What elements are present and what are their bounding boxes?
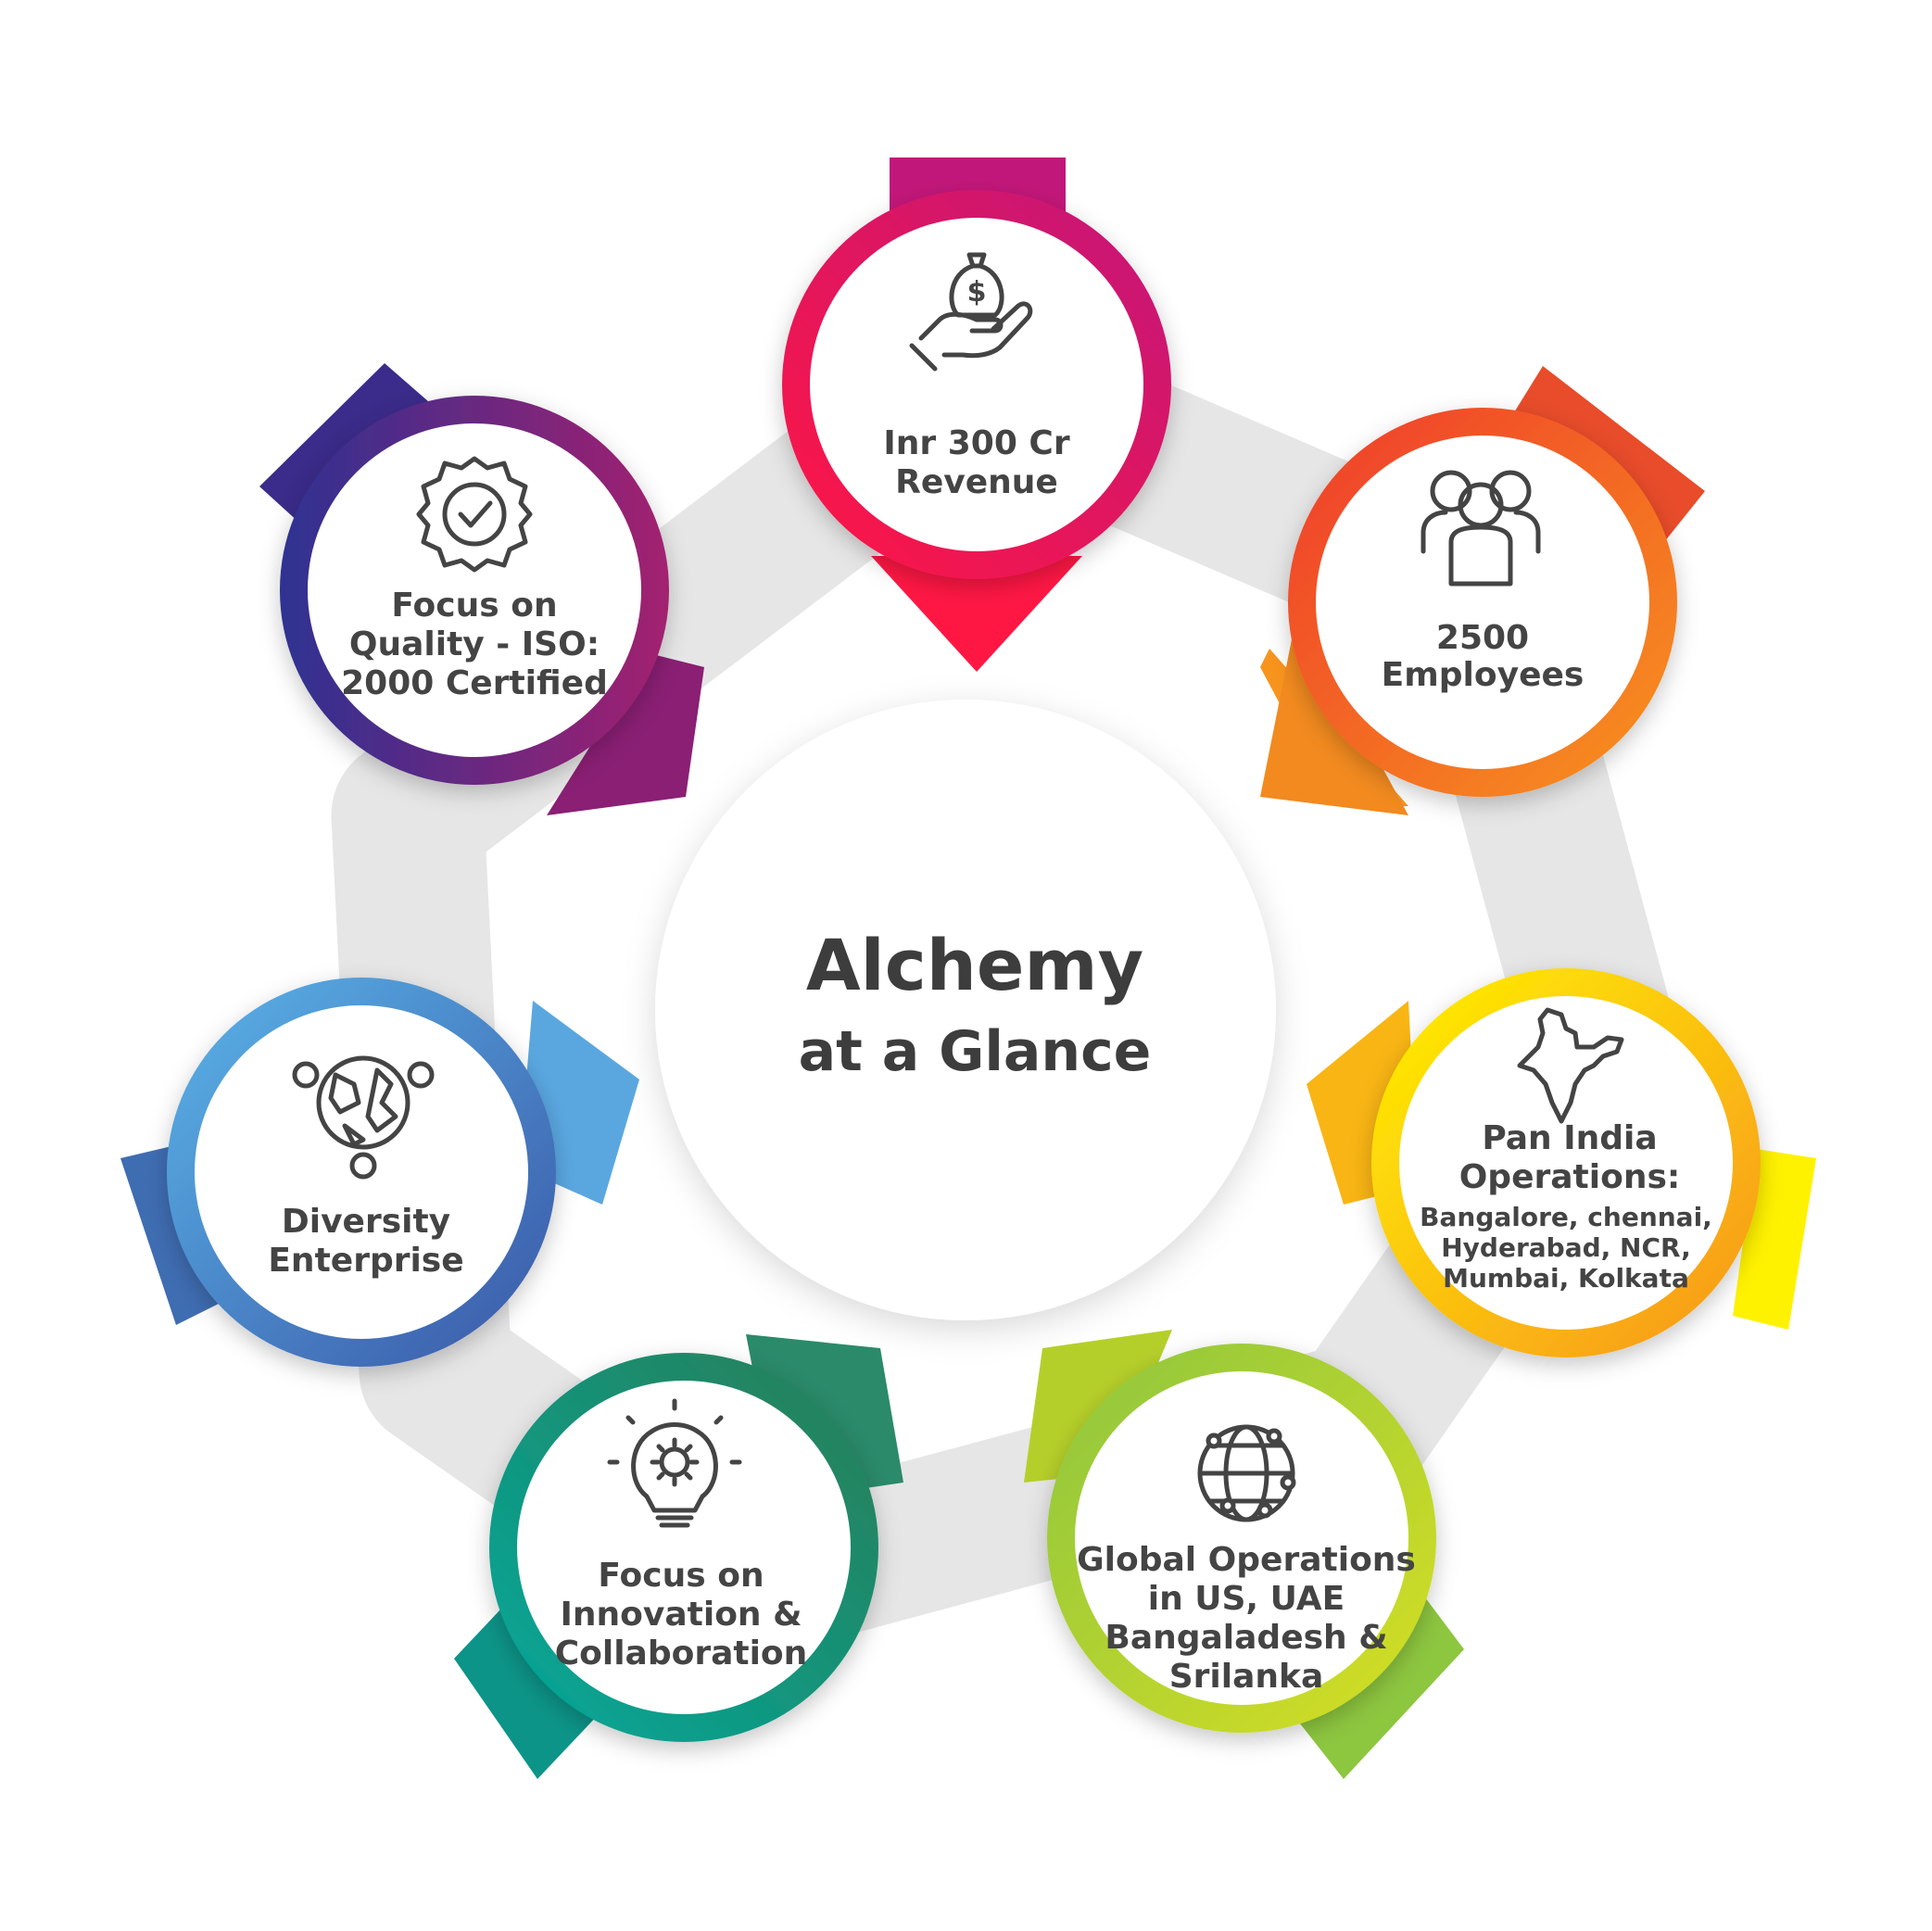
employees-inner bbox=[1316, 435, 1649, 769]
diversity-line2: Enterprise bbox=[268, 1242, 463, 1280]
panindia-line2: Operations: bbox=[1459, 1158, 1681, 1196]
innovation-line2: Innovation & bbox=[561, 1596, 802, 1634]
panindia-line1: Pan India bbox=[1482, 1119, 1657, 1157]
innovation-line3: Collaboration bbox=[555, 1634, 808, 1672]
quality-arrow-head bbox=[547, 653, 704, 815]
innovation-arrow-tail bbox=[454, 1575, 616, 1779]
node-quality: Focus on Quality - ISO: 2000 Certified bbox=[259, 363, 704, 815]
node-revenue: $ Inr 300 Cr Revenue bbox=[782, 158, 1171, 672]
diversity-inner bbox=[195, 1005, 528, 1339]
employees-line2: Employees bbox=[1382, 656, 1585, 694]
center-title-line1: Alchemy bbox=[806, 924, 1143, 1006]
global-line3: Bangaladesh & bbox=[1105, 1619, 1387, 1657]
quality-badge-icon bbox=[416, 456, 533, 573]
people-group-icon bbox=[1421, 470, 1541, 587]
revenue-arrow-head bbox=[871, 556, 1082, 672]
revenue-inner bbox=[810, 218, 1143, 551]
center-title-line2: at a Glance bbox=[799, 1019, 1152, 1084]
global-arrow-tail bbox=[1293, 1575, 1464, 1779]
global-inner bbox=[1075, 1371, 1408, 1705]
innovation-inner bbox=[517, 1381, 851, 1714]
india-map-icon bbox=[1517, 1007, 1624, 1124]
node-employees: 2500 Employees bbox=[1260, 366, 1705, 815]
global-arrow-head bbox=[1024, 1330, 1172, 1483]
revenue-line2: Revenue bbox=[895, 463, 1058, 501]
diversity-line1: Diversity bbox=[282, 1203, 450, 1241]
revenue-line1: Inr 300 Cr bbox=[883, 424, 1069, 462]
panindia-subline3: Mumbai, Kolkata bbox=[1443, 1263, 1689, 1294]
node-global: Global Operations in US, UAE Bangaladesh… bbox=[1024, 1330, 1464, 1779]
global-line2: in US, UAE bbox=[1148, 1580, 1345, 1618]
node-diversity: Diversity Enterprise bbox=[120, 978, 639, 1367]
money-bag-hand-icon: $ bbox=[909, 252, 1033, 372]
global-line1: Global Operations bbox=[1077, 1541, 1416, 1579]
node-innovation: Focus on Innovation & Collaboration bbox=[454, 1334, 903, 1779]
diversity-globe-icon bbox=[292, 1055, 435, 1180]
quality-line1: Focus on bbox=[391, 587, 557, 625]
panindia-inner bbox=[1399, 996, 1733, 1330]
svg-text:$: $ bbox=[967, 276, 987, 309]
panindia-subline1: Bangalore, chennai, bbox=[1420, 1202, 1712, 1232]
employees-line1: 2500 bbox=[1436, 619, 1529, 657]
panindia-subline2: Hyderabad, NCR, bbox=[1441, 1232, 1691, 1263]
global-line4: Srilanka bbox=[1169, 1658, 1324, 1696]
quality-inner bbox=[308, 423, 641, 757]
lightbulb-gear-icon bbox=[607, 1398, 742, 1528]
node-pan-india: Pan India Operations: Bangalore, chennai… bbox=[1307, 968, 1816, 1357]
center-circle bbox=[655, 700, 1276, 1320]
innovation-line1: Focus on bbox=[598, 1557, 764, 1595]
globe-network-icon bbox=[1197, 1424, 1296, 1522]
quality-line3: 2000 Certified bbox=[341, 664, 608, 702]
quality-line2: Quality - ISO: bbox=[349, 625, 600, 663]
